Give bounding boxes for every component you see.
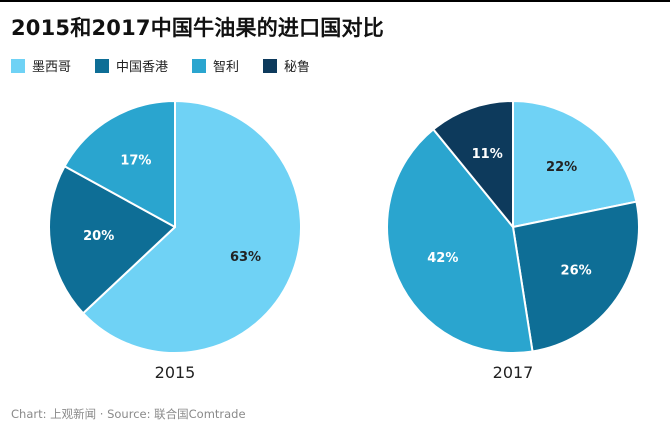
chart-title: 2015和2017中国牛油果的进口国对比 — [11, 16, 384, 40]
legend-item-0: 墨西哥 — [11, 56, 71, 75]
pie-chart-2017: 22% 26% 42% 11% — [386, 100, 640, 354]
pie-slice-2017-2 — [386, 128, 534, 354]
pie-figure-2015: 63% 20% 17% 2015 — [47, 99, 303, 382]
pie-chart-2015: 63% 20% 17% — [48, 100, 302, 354]
legend-item-2: 智利 — [192, 56, 239, 75]
slice-value-label: 42% — [427, 251, 458, 266]
year-label-2017: 2017 — [492, 363, 534, 382]
slice-value-label: 26% — [561, 263, 592, 278]
legend-swatch-icon — [11, 58, 25, 73]
attribution-text: Chart: 上观新闻 · Source: 联合国Comtrade — [11, 407, 246, 421]
legend-item-label: 智利 — [213, 60, 240, 75]
pie-slice-2015-2 — [63, 100, 176, 228]
legend-swatch-icon — [95, 58, 110, 73]
legend-item-1: 中国香港 — [95, 56, 168, 75]
pie-slice-2017-1 — [512, 200, 640, 353]
year-label-2015: 2015 — [154, 363, 196, 382]
slice-value-label: 20% — [83, 229, 114, 244]
slice-value-label: 17% — [120, 153, 151, 168]
legend-item-label: 墨西哥 — [32, 60, 72, 75]
slice-value-label: 11% — [472, 147, 503, 162]
pie-slice-2017-0 — [512, 100, 638, 228]
pie-slice-2015-0 — [82, 100, 302, 354]
slice-value-label: 63% — [230, 250, 261, 265]
legend-swatch-icon — [192, 58, 207, 73]
legend-item-label: 中国香港 — [116, 60, 169, 75]
legend-item-3: 秘鲁 — [263, 56, 310, 75]
pie-figure-2017: 22% 26% 42% 11% 2017 — [385, 99, 641, 382]
legend-item-label: 秘鲁 — [284, 60, 311, 75]
pie-slice-2017-3 — [432, 100, 514, 228]
legend-swatch-icon — [263, 58, 278, 73]
pies-row: 63% 20% 17% 2015 22% 26% 42% 11% 2017 — [0, 99, 670, 382]
legend: 墨西哥 中国香港 智利 秘鲁 — [11, 56, 670, 75]
slice-value-label: 22% — [546, 160, 577, 175]
pie-slice-2015-1 — [48, 165, 176, 315]
